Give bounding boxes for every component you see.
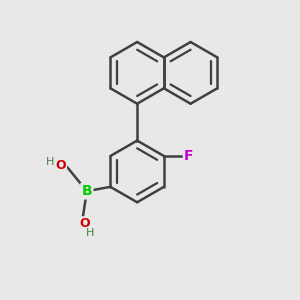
- Text: H: H: [45, 158, 54, 167]
- Text: H: H: [86, 228, 94, 238]
- Text: O: O: [80, 217, 90, 230]
- Text: F: F: [184, 149, 194, 163]
- Text: B: B: [82, 184, 92, 198]
- Text: O: O: [56, 159, 66, 172]
